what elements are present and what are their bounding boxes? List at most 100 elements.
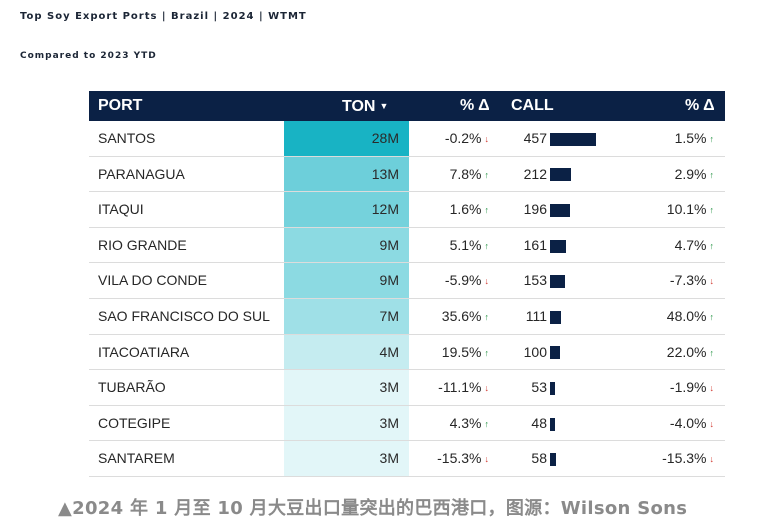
call-value: 457 <box>523 130 547 146</box>
port-name: COTEGIPE <box>98 414 171 431</box>
ton-change: 19.5% ↑ <box>409 335 489 370</box>
call-bar <box>550 132 596 146</box>
ton-value: 3M <box>284 370 409 405</box>
call-value: 153 <box>523 272 547 289</box>
port-name: SAO FRANCISCO DO SUL <box>98 307 270 324</box>
arrow-up-icon: ↑ <box>709 205 715 216</box>
chart-subtitle: Compared to 2023 YTD <box>20 51 157 61</box>
ton-value: 13M <box>284 156 409 192</box>
call-bar <box>550 239 566 253</box>
call-bar-cell <box>550 192 570 227</box>
ton-change: -11.1% ↓ <box>409 370 489 405</box>
ton-change: -15.3% ↓ <box>409 441 489 476</box>
port-name: RIO GRANDE <box>98 236 187 253</box>
ton-change: -0.2% ↓ <box>409 121 489 156</box>
ton-change: 35.6% ↑ <box>409 299 489 334</box>
ton-value: 12M <box>284 192 409 227</box>
ton-change: -5.9% ↓ <box>409 263 489 298</box>
call-change-value: 48.0% <box>666 307 707 324</box>
image-caption: ▲2024 年 1 月至 10 月大豆出口量突出的巴西港口，图源：Wilson … <box>58 498 688 519</box>
call-bar-cell <box>550 299 561 334</box>
call-change: 1.5% ↑ <box>619 121 714 156</box>
call-change: 22.0% ↑ <box>619 335 714 370</box>
arrow-up-icon: ↑ <box>484 240 490 251</box>
arrow-up-icon: ↑ <box>709 169 715 180</box>
port-name: TUBARÃO <box>98 379 166 396</box>
sort-down-icon[interactable]: ▼ <box>379 101 389 111</box>
ton-value: 9M <box>284 263 409 298</box>
table-row: COTEGIPE 3M 4.3% ↑ 48 -4.0% ↓ <box>89 405 725 442</box>
call-bar-cell <box>550 335 560 370</box>
arrow-down-icon: ↓ <box>709 383 715 394</box>
call-change-value: -1.9% <box>669 379 707 396</box>
table-row: VILA DO CONDE 9M -5.9% ↓ 153 -7.3% ↓ <box>89 263 725 299</box>
call-change: -15.3% ↓ <box>619 441 714 476</box>
call-change-value: -7.3% <box>669 272 707 289</box>
call-change: 2.9% ↑ <box>619 157 714 192</box>
call-value: 161 <box>523 236 547 253</box>
ports-table: PORT TON ▼ % Δ CALL % Δ SANTOS 28M -0.2% ↓ 45… <box>89 91 725 477</box>
arrow-up-icon: ↑ <box>484 418 490 429</box>
call-change-value: 22.0% <box>666 343 707 360</box>
table-row: SAO FRANCISCO DO SUL 7M 35.6% ↑ 111 48.0% ↑ <box>89 298 725 335</box>
ton-change-value: 5.1% <box>449 236 482 253</box>
call-change: 4.7% ↑ <box>619 228 714 263</box>
arrow-down-icon: ↓ <box>484 276 490 287</box>
call-change-value: 10.1% <box>666 201 707 218</box>
column-header-call[interactable]: CALL <box>511 97 554 114</box>
column-header-ton-change[interactable]: % Δ <box>460 97 490 114</box>
call-bar <box>550 346 560 360</box>
call-bar <box>550 417 555 431</box>
column-header-ton[interactable]: TON ▼ <box>342 91 388 121</box>
port-name: SANTOS <box>98 130 156 146</box>
arrow-down-icon: ↓ <box>484 454 490 465</box>
call-bar-cell <box>550 441 556 476</box>
column-header-port[interactable]: PORT <box>98 97 143 114</box>
ton-value: 3M <box>284 405 409 441</box>
call-value: 111 <box>525 307 547 324</box>
call-value: 100 <box>523 343 547 360</box>
ton-change-value: -11.1% <box>438 379 482 396</box>
port-name: SANTAREM <box>98 450 175 467</box>
call-change-value: 4.7% <box>674 236 707 253</box>
table-row: ITACOATIARA 4M 19.5% ↑ 100 22.0% ↑ <box>89 334 725 371</box>
ton-change-value: 19.5% <box>441 343 482 360</box>
call-bar <box>550 275 565 289</box>
ton-value: 3M <box>284 441 409 476</box>
ton-value: 28M <box>284 121 409 156</box>
ton-change-value: -15.3% <box>437 450 482 467</box>
call-bar <box>550 168 571 182</box>
table-row: ITAQUI 12M 1.6% ↑ 196 10.1% ↑ <box>89 192 725 228</box>
arrow-down-icon: ↓ <box>484 383 490 394</box>
table-row: RIO GRANDE 9M 5.1% ↑ 161 4.7% ↑ <box>89 227 725 264</box>
call-change-value: 2.9% <box>674 165 707 182</box>
call-change: 48.0% ↑ <box>619 299 714 334</box>
table-body: SANTOS 28M -0.2% ↓ 457 1.5% ↑ PARANAGUA 13M 7.8% ↑… <box>89 121 725 477</box>
column-header-call-change[interactable]: % Δ <box>685 97 715 114</box>
ton-change-value: -0.2% <box>444 130 482 146</box>
call-bar <box>550 310 561 324</box>
arrow-up-icon: ↑ <box>484 205 490 216</box>
call-change-value: 1.5% <box>674 130 707 146</box>
arrow-down-icon: ↓ <box>709 454 715 465</box>
call-value: 48 <box>531 414 547 431</box>
call-bar <box>550 453 556 467</box>
ton-change-value: 4.3% <box>449 414 482 431</box>
call-change: -1.9% ↓ <box>619 370 714 405</box>
arrow-up-icon: ↑ <box>709 347 715 358</box>
call-value: 53 <box>531 379 547 396</box>
arrow-up-icon: ↑ <box>484 169 490 180</box>
arrow-down-icon: ↓ <box>484 134 490 144</box>
table-row: SANTAREM 3M -15.3% ↓ 58 -15.3% ↓ <box>89 441 725 477</box>
call-bar-cell <box>550 228 566 263</box>
ton-value: 9M <box>284 227 409 263</box>
table-row: PARANAGUA 13M 7.8% ↑ 212 2.9% ↑ <box>89 156 725 193</box>
call-change-value: -4.0% <box>669 414 707 431</box>
chart-title: Top Soy Export Ports | Brazil | 2024 | W… <box>20 11 307 22</box>
ton-value: 4M <box>284 334 409 370</box>
ton-change: 1.6% ↑ <box>409 192 489 227</box>
call-bar <box>550 203 570 217</box>
ton-change: 4.3% ↑ <box>409 406 489 441</box>
call-value: 212 <box>523 165 547 182</box>
table-header: PORT TON ▼ % Δ CALL % Δ <box>89 91 725 121</box>
